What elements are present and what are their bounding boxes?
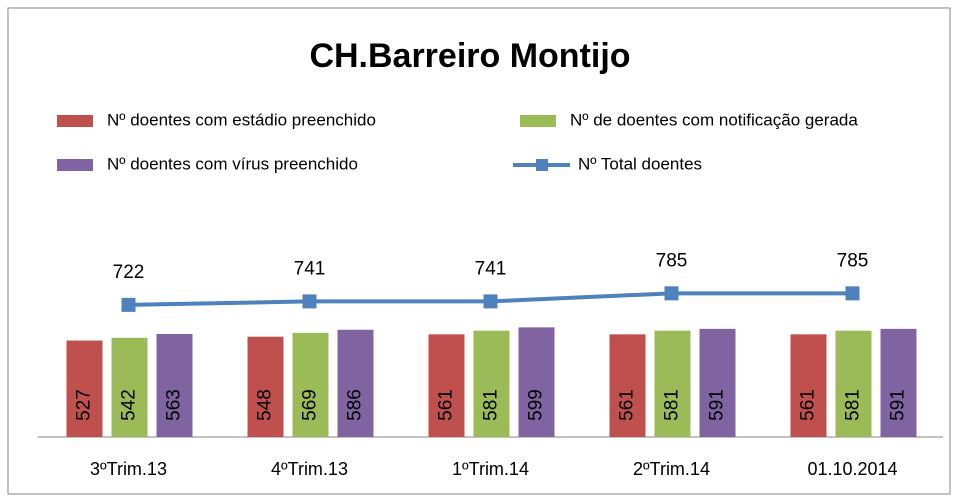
value-label: 741 [294,258,326,279]
bar [609,334,646,437]
legend-marker [536,159,548,171]
line-marker [664,286,679,301]
x-tick-label: 3ºTrim.13 [90,459,167,479]
chart-title: CH.Barreiro Montijo [309,37,630,75]
value-label: 569 [300,389,321,421]
bar [111,337,148,437]
value-label: 542 [119,389,140,421]
value-label: 591 [888,389,909,421]
bar [292,332,329,437]
legend-swatch [57,115,93,127]
value-label: 563 [164,389,185,421]
value-label: 581 [843,389,864,421]
bar [156,333,193,437]
x-tick-label: 4ºTrim.13 [271,459,348,479]
value-label: 581 [662,389,683,421]
legend-swatch [520,115,556,127]
bar [473,330,510,437]
value-label: 785 [656,250,688,271]
x-tick-label: 1ºTrim.14 [452,459,529,479]
value-label: 561 [798,389,819,421]
value-label: 722 [113,262,145,283]
legend-swatch [57,159,93,171]
bar [835,330,872,437]
value-label: 548 [255,389,276,421]
line-marker [845,286,860,301]
value-label: 741 [475,258,507,279]
bar [518,327,555,437]
line-marker [121,297,136,312]
bar [790,334,827,437]
value-label: 785 [837,250,869,271]
line-marker [302,294,317,309]
legend-label: Nº de doentes com notificação gerada [570,110,858,129]
x-tick-label: 2ºTrim.14 [633,459,710,479]
bar [428,334,465,437]
line-marker [483,294,498,309]
bar [699,328,736,437]
value-label: 561 [617,389,638,421]
legend-label: Nº doentes com estádio preenchido [107,110,376,129]
value-label: 527 [74,389,95,421]
bar [247,336,284,437]
bar [66,340,103,437]
value-label: 581 [481,389,502,421]
value-label: 561 [436,389,457,421]
bar [880,328,917,437]
value-label: 599 [526,389,547,421]
value-label: 591 [707,389,728,421]
bar [337,329,374,437]
bar [654,330,691,437]
x-tick-label: 01.10.2014 [807,459,897,479]
value-label: 586 [345,389,366,421]
legend-label: Nº Total doentes [578,154,702,173]
legend-label: Nº doentes com vírus preenchido [107,154,358,173]
